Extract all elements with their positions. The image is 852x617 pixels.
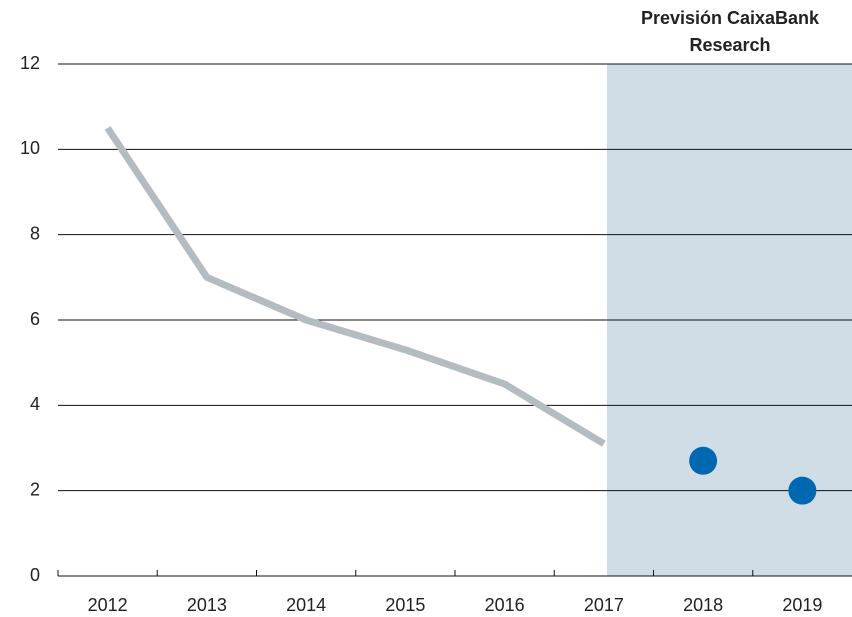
- x-tick-label: 2016: [485, 595, 525, 615]
- y-tick-label: 6: [30, 309, 40, 329]
- y-tick-label: 4: [30, 394, 40, 414]
- annotation: Research: [689, 35, 770, 55]
- x-tick-label: 2015: [385, 595, 425, 615]
- y-tick-label: 2: [30, 479, 40, 499]
- line: [104, 126, 606, 447]
- y-tick-label: 0: [30, 565, 40, 585]
- x-tick-label: 2017: [584, 595, 624, 615]
- x-tick-label: 2014: [286, 595, 326, 615]
- dot: [788, 476, 817, 505]
- x-tick-label: 2018: [683, 595, 723, 615]
- annotation: Previsión CaixaBank: [641, 8, 820, 28]
- dot: [689, 446, 718, 475]
- x-tick-label: 2013: [187, 595, 227, 615]
- y-tick-label: 8: [30, 223, 40, 243]
- x-tick-label: 2019: [782, 595, 822, 615]
- x-tick-label: 2012: [88, 595, 128, 615]
- y-tick-label: 10: [20, 138, 40, 158]
- y-tick-label: 12: [20, 53, 40, 73]
